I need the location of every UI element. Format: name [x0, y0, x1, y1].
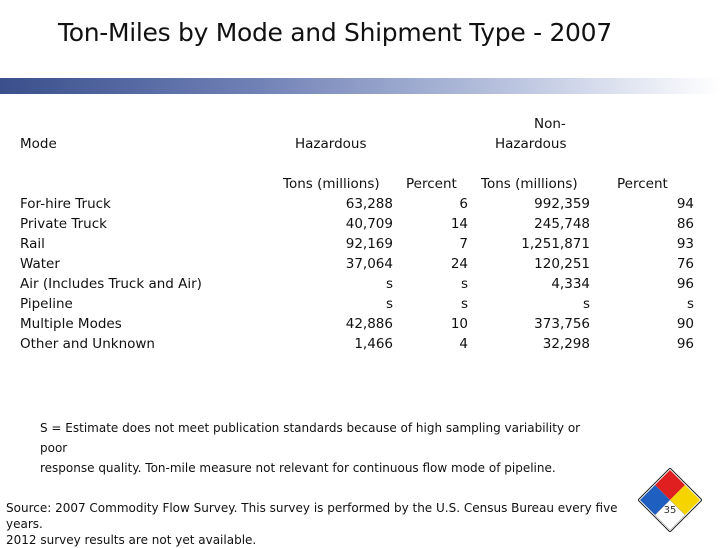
cell-mode: Other and Unknown [20, 336, 155, 352]
cell-percent-hazardous: 7 [459, 236, 468, 252]
header-tons-hazardous: Tons (millions) [283, 176, 380, 192]
source-line: 2012 survey results are not yet availabl… [6, 533, 257, 547]
cell-mode: Water [20, 256, 60, 272]
cell-tons-non-hazardous: 120,251 [534, 256, 590, 272]
cell-mode: Multiple Modes [20, 316, 122, 332]
cell-tons-non-hazardous: 373,756 [534, 316, 590, 332]
cell-percent-non-hazardous: 76 [676, 256, 694, 272]
cell-percent-hazardous: 6 [459, 196, 468, 212]
cell-percent-non-hazardous: 86 [676, 216, 694, 232]
cell-mode: Rail [20, 236, 45, 252]
cell-percent-non-hazardous: 93 [676, 236, 694, 252]
cell-percent-hazardous: s [460, 296, 468, 312]
cell-tons-hazardous: s [385, 296, 393, 312]
header-percent-non-hazardous: Percent [617, 176, 668, 192]
cell-percent-non-hazardous: 96 [676, 276, 694, 292]
cell-tons-non-hazardous: s [582, 296, 590, 312]
cell-mode: Air (Includes Truck and Air) [20, 276, 202, 292]
cell-percent-non-hazardous: 96 [676, 336, 694, 352]
header-mode: Mode [20, 136, 57, 152]
cell-percent-hazardous: 10 [450, 316, 468, 332]
cell-mode: For-hire Truck [20, 196, 111, 212]
cell-tons-hazardous: 40,709 [345, 216, 393, 232]
footnote: S = Estimate does not meet publication s… [40, 418, 600, 478]
header-percent-hazardous: Percent [406, 176, 457, 192]
header-non-hazardous-line2: Hazardous [495, 136, 567, 152]
diamond-white-quadrant [654, 499, 686, 531]
source-line: Source: 2007 Commodity Flow Survey. This… [6, 501, 618, 531]
footnote-line: response quality. Ton-mile measure not r… [40, 461, 556, 475]
cell-tons-hazardous: 37,064 [345, 256, 393, 272]
cell-percent-hazardous: s [460, 276, 468, 292]
cell-tons-non-hazardous: 4,334 [551, 276, 590, 292]
cell-tons-hazardous: 92,169 [345, 236, 393, 252]
title-divider-bar [0, 78, 720, 94]
cell-percent-hazardous: 4 [459, 336, 468, 352]
cell-mode: Private Truck [20, 216, 107, 232]
cell-tons-non-hazardous: 245,748 [534, 216, 590, 232]
header-tons-non-hazardous: Tons (millions) [481, 176, 578, 192]
source-note: Source: 2007 Commodity Flow Survey. This… [6, 500, 636, 548]
page-title: Ton-Miles by Mode and Shipment Type - 20… [58, 18, 612, 47]
cell-percent-non-hazardous: s [686, 296, 694, 312]
footnote-line: S = Estimate does not meet publication s… [40, 421, 581, 455]
cell-tons-hazardous: 42,886 [345, 316, 393, 332]
cell-percent-non-hazardous: 94 [676, 196, 694, 212]
cell-tons-non-hazardous: 1,251,871 [521, 236, 590, 252]
cell-tons-non-hazardous: 992,359 [534, 196, 590, 212]
cell-tons-non-hazardous: 32,298 [542, 336, 590, 352]
cell-percent-hazardous: 14 [450, 216, 468, 232]
cell-tons-hazardous: 63,288 [345, 196, 393, 212]
page-number: 35 [663, 505, 677, 516]
cell-percent-non-hazardous: 90 [676, 316, 694, 332]
header-non-hazardous-line1: Non- [534, 116, 566, 132]
cell-mode: Pipeline [20, 296, 73, 312]
cell-tons-hazardous: 1,466 [354, 336, 393, 352]
cell-tons-hazardous: s [385, 276, 393, 292]
header-hazardous: Hazardous [295, 136, 367, 152]
cell-percent-hazardous: 24 [450, 256, 468, 272]
hazard-diamond-icon [638, 468, 702, 532]
